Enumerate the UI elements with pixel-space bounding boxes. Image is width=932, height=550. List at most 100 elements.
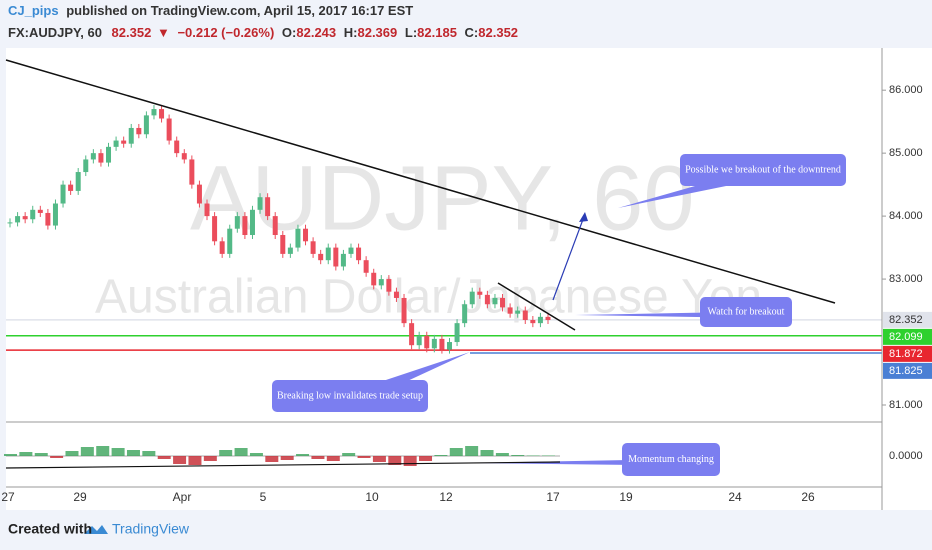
y-tick-label: 86.000: [889, 84, 923, 96]
header-line: CJ_pips published on TradingView.com, Ap…: [8, 3, 413, 18]
candle: [128, 127, 134, 144]
momentum-bar: [4, 454, 17, 456]
candle: [68, 184, 74, 191]
candle: [212, 216, 218, 242]
x-tick-label: 10: [365, 490, 379, 504]
candle: [363, 260, 369, 273]
x-tick-label: 17: [546, 490, 560, 504]
momentum-bar: [126, 450, 140, 456]
candle: [378, 279, 384, 286]
momentum-bar: [526, 455, 540, 456]
momentum-bar: [480, 450, 494, 456]
momentum-bar: [326, 456, 340, 461]
candle: [356, 247, 362, 261]
candle: [159, 109, 165, 119]
footer-created: Created with: [8, 521, 92, 537]
footer-brand: TradingView: [112, 521, 190, 537]
momentum-bar: [388, 456, 402, 465]
y-tick-label: 84.000: [889, 210, 923, 222]
x-tick-label: 24: [728, 490, 742, 504]
candle: [90, 153, 96, 160]
bubble: [272, 380, 428, 412]
candle: [333, 247, 339, 267]
candle: [98, 153, 104, 163]
annotation: Possible we breakout of the downtrend: [685, 164, 841, 175]
candle: [106, 146, 112, 163]
momentum-bar: [542, 455, 555, 456]
candle: [439, 338, 445, 350]
high: 82.369: [357, 25, 397, 40]
candle: [234, 216, 240, 229]
candle: [272, 216, 278, 235]
candle: [507, 307, 513, 314]
annotation: Watch for breakout: [708, 306, 785, 317]
momentum-bar: [34, 453, 48, 456]
momentum-bar: [342, 453, 356, 456]
candle: [431, 338, 437, 349]
candle: [189, 159, 195, 185]
annotation: Momentum changing: [628, 454, 714, 465]
momentum-bar: [219, 450, 233, 456]
x-tick-label: 26: [801, 490, 815, 504]
candle: [52, 203, 58, 226]
logo-mark: [84, 525, 108, 534]
arrow-head: [579, 212, 588, 222]
momentum-bar: [234, 448, 248, 456]
momentum-bar: [50, 456, 64, 458]
momentum-bar: [142, 451, 156, 456]
author: CJ_pips: [8, 3, 59, 18]
last: 82.352: [112, 25, 152, 40]
candle: [462, 304, 468, 324]
candle: [484, 294, 490, 305]
logo: [84, 525, 108, 534]
candle: [348, 247, 354, 254]
candle: [545, 316, 551, 320]
momentum-bar: [403, 456, 417, 466]
published: published on TradingView.com, April 15, …: [66, 3, 413, 18]
x-tick-label: 19: [619, 490, 633, 504]
c-label: C:: [465, 25, 479, 40]
candle: [181, 153, 187, 160]
candle: [477, 291, 483, 295]
candle: [295, 228, 301, 248]
candle: [143, 115, 149, 135]
price-label: 81.872: [889, 348, 923, 360]
candle: [257, 197, 263, 210]
candle: [227, 228, 233, 254]
candle: [469, 291, 475, 305]
candle: [75, 172, 81, 191]
candle: [492, 297, 498, 305]
momentum-bar: [265, 456, 279, 462]
candle: [500, 297, 506, 308]
chart-area: [6, 48, 932, 510]
candle: [318, 253, 324, 261]
momentum-bar: [173, 456, 187, 464]
momentum-bar: [465, 446, 479, 456]
annotation: Breaking low invalidates trade setup: [277, 390, 423, 401]
candle: [7, 222, 13, 224]
close: 82.352: [478, 25, 518, 40]
candle: [121, 140, 127, 144]
open: 82.243: [296, 25, 336, 40]
change: −0.212 (−0.26%): [177, 25, 274, 40]
momentum-bar: [511, 455, 525, 456]
candle: [30, 209, 36, 220]
candle: [303, 228, 309, 242]
marks: 81.000 83.000 84.000 85.000 86.000 82.352 82.0…: [1, 84, 932, 504]
candle: [416, 335, 422, 346]
o-label: O:: [282, 25, 296, 40]
momentum-bar: [80, 447, 94, 456]
momentum-bar: [188, 456, 202, 465]
candle: [371, 272, 377, 286]
momentum-bar: [296, 454, 310, 456]
momentum-bar: [449, 448, 463, 456]
candle: [325, 247, 331, 261]
momentum-bar: [357, 456, 371, 458]
momentum-bar: [311, 456, 325, 459]
momentum-bar: [111, 448, 125, 456]
candle: [204, 203, 210, 217]
momentum-bar: [495, 453, 509, 456]
momentum-line: [5, 461, 561, 469]
candle: [287, 247, 293, 254]
